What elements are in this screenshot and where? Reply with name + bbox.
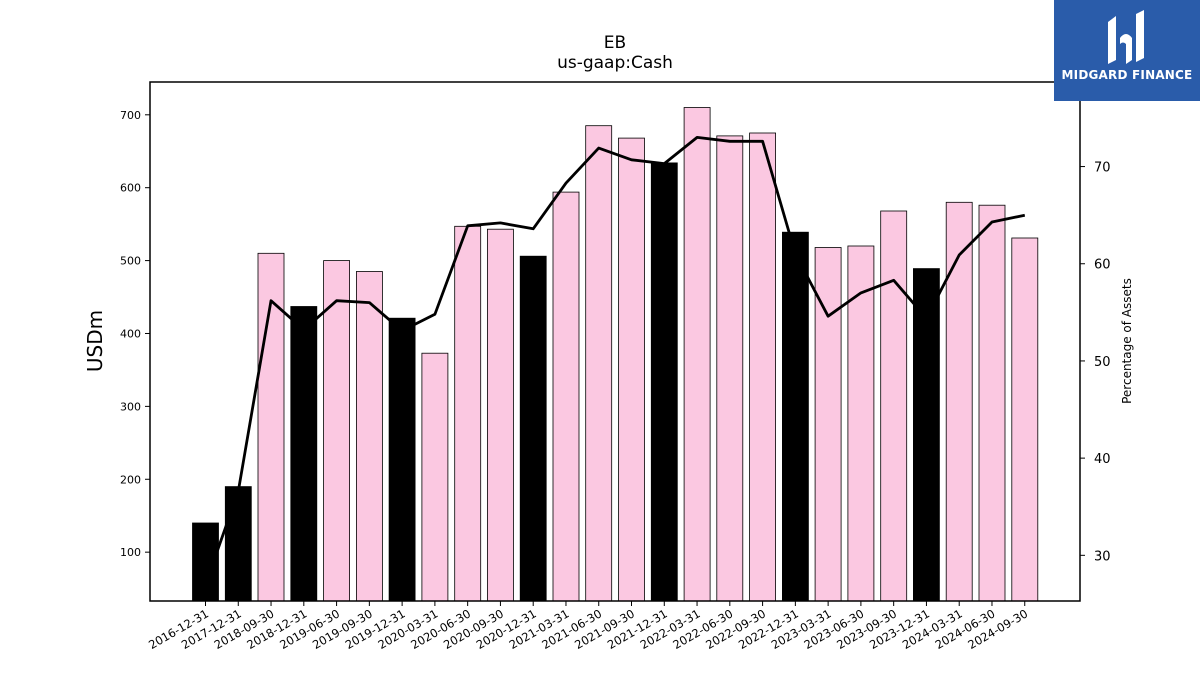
chart-title: EB: [604, 33, 626, 53]
logo-mark-icon: [1108, 10, 1144, 64]
bar: [1011, 237, 1039, 602]
bar: [716, 135, 744, 602]
y-axis-right-label: Percentage of Assets: [1120, 278, 1134, 404]
bar: [486, 228, 514, 602]
y-right-tick-label: 50: [1094, 355, 1111, 370]
bar: [650, 162, 678, 602]
y-right-tick-label: 70: [1094, 161, 1111, 176]
percentage-line: [204, 135, 1026, 585]
bar: [847, 245, 875, 602]
bar: [224, 486, 252, 602]
bar: [749, 132, 776, 602]
bar: [454, 225, 482, 602]
brand-logo: MIDGARD FINANCE: [1054, 0, 1200, 101]
bar: [519, 255, 547, 602]
bar: [814, 247, 842, 602]
y-tick-label: 300: [120, 400, 141, 413]
y-tick-label: 700: [120, 109, 141, 122]
bar: [618, 137, 645, 602]
line-group: [204, 135, 1026, 585]
logo-text: MIDGARD FINANCE: [1061, 68, 1193, 82]
left-axis: 100 200 300 400 500 600 700: [120, 109, 150, 559]
bar: [323, 260, 351, 602]
bar: [782, 231, 809, 602]
y-right-tick-label: 30: [1094, 549, 1111, 564]
y-right-tick-label: 60: [1094, 258, 1111, 273]
y-tick-label: 600: [120, 182, 141, 195]
bar: [257, 252, 285, 602]
bar: [388, 317, 416, 602]
y-axis-label: USDm: [83, 310, 107, 372]
y-right-tick-label: 40: [1094, 452, 1111, 467]
right-axis: 30 40 50 60 70: [1080, 161, 1111, 564]
bar: [880, 210, 908, 602]
bar: [290, 306, 318, 602]
y-tick-label: 100: [120, 546, 141, 559]
bars-group: [192, 107, 1039, 602]
bar: [421, 352, 449, 602]
bar: [585, 125, 613, 602]
y-tick-label: 400: [120, 327, 141, 340]
y-tick-label: 500: [120, 255, 141, 268]
y-tick-label: 200: [120, 473, 141, 486]
bar: [355, 271, 383, 602]
chart-subtitle: us-gaap:Cash: [557, 53, 673, 73]
bar: [945, 201, 973, 602]
x-axis: 2016-12-312017-12-312018-09-302018-12-31…: [146, 601, 1030, 652]
bar: [552, 191, 580, 602]
plot-frame: [149, 81, 1081, 602]
bar: [683, 107, 711, 602]
bar: [978, 204, 1006, 602]
